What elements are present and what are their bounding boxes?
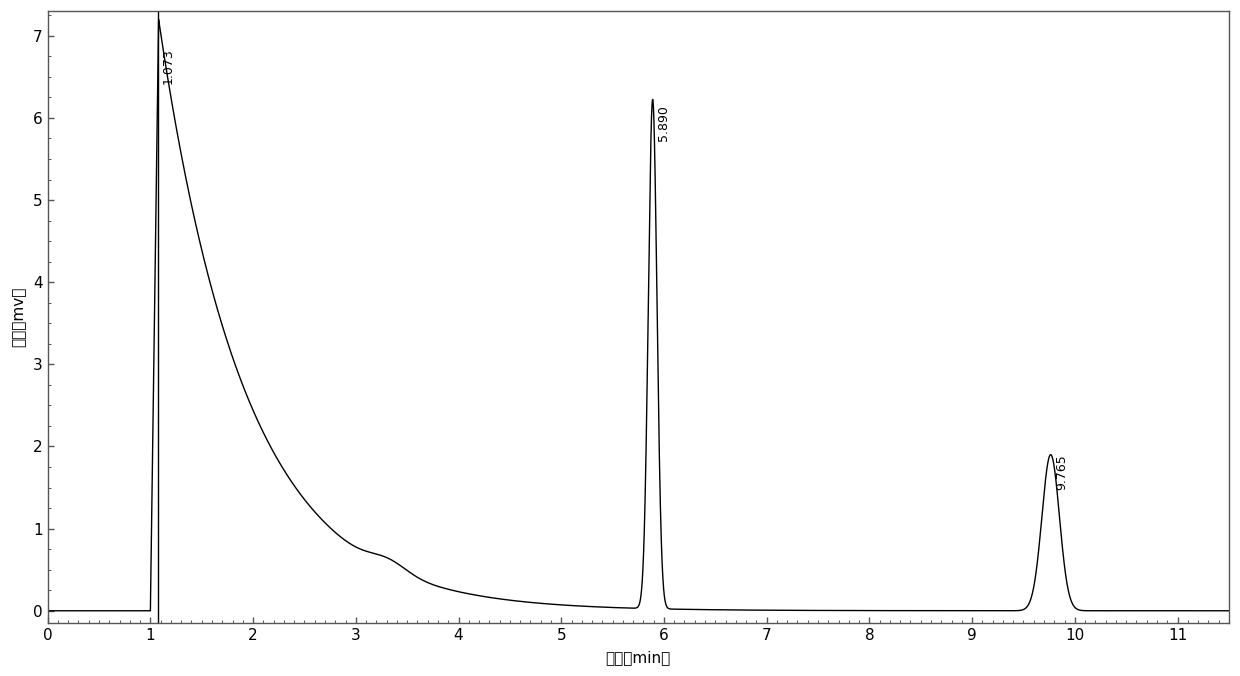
Text: 9.765: 9.765	[1055, 455, 1068, 491]
Text: 5.890: 5.890	[657, 105, 670, 141]
Y-axis label: 电压（mv）: 电压（mv）	[11, 287, 26, 347]
Text: 1.073: 1.073	[162, 48, 175, 84]
X-axis label: 时间（min）: 时间（min）	[605, 650, 671, 665]
